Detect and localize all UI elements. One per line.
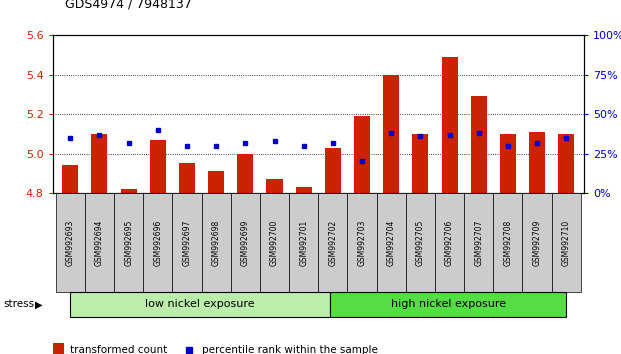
Bar: [500, 134, 516, 193]
Text: GSM992700: GSM992700: [270, 219, 279, 266]
Text: GSM992706: GSM992706: [445, 219, 454, 266]
Text: high nickel exposure: high nickel exposure: [391, 299, 505, 309]
Text: GSM992709: GSM992709: [533, 219, 542, 266]
Text: GSM992705: GSM992705: [416, 219, 425, 266]
Bar: [120, 189, 137, 193]
Text: GSM992707: GSM992707: [474, 219, 483, 266]
Text: GSM992696: GSM992696: [153, 219, 162, 266]
Bar: [179, 164, 195, 193]
Bar: [208, 171, 224, 193]
Bar: [296, 187, 312, 193]
Bar: [529, 132, 545, 193]
Text: GSM992708: GSM992708: [504, 219, 512, 266]
Text: GSM992701: GSM992701: [299, 219, 308, 266]
Bar: [150, 140, 166, 193]
Bar: [266, 179, 283, 193]
Bar: [325, 148, 341, 193]
Text: GSM992697: GSM992697: [183, 219, 191, 266]
Text: GSM992702: GSM992702: [329, 219, 337, 266]
Bar: [383, 75, 399, 193]
Text: GDS4974 / 7948137: GDS4974 / 7948137: [65, 0, 192, 11]
Bar: [442, 57, 458, 193]
Text: GSM992695: GSM992695: [124, 219, 133, 266]
Text: GSM992704: GSM992704: [387, 219, 396, 266]
Text: GSM992693: GSM992693: [66, 219, 75, 266]
Text: percentile rank within the sample: percentile rank within the sample: [202, 345, 378, 354]
Text: GSM992703: GSM992703: [358, 219, 366, 266]
Text: GSM992699: GSM992699: [241, 219, 250, 266]
Bar: [91, 134, 107, 193]
Bar: [558, 134, 574, 193]
Text: stress: stress: [3, 299, 34, 309]
Text: GSM992694: GSM992694: [95, 219, 104, 266]
Bar: [471, 96, 487, 193]
Bar: [62, 165, 78, 193]
Bar: [237, 154, 253, 193]
Bar: [354, 116, 370, 193]
Text: GSM992698: GSM992698: [212, 219, 220, 266]
Bar: [412, 134, 428, 193]
Text: transformed count: transformed count: [70, 345, 168, 354]
Text: ▶: ▶: [35, 299, 43, 309]
Text: low nickel exposure: low nickel exposure: [145, 299, 255, 309]
Text: GSM992710: GSM992710: [562, 219, 571, 266]
